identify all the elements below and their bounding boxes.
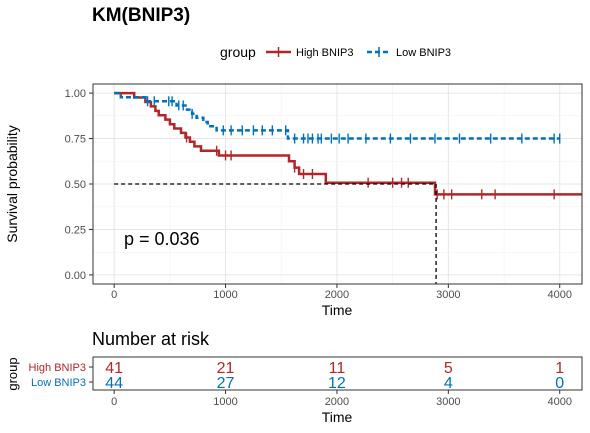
risk-table-cells: 41 21 11 5 1 44 27 12 4 0 [105, 360, 564, 392]
risk-x-axis-label: Time [322, 409, 353, 425]
risk-x-tick-label: 0 [111, 396, 117, 408]
km-plot-panel: 0 1000 2000 3000 4000 0.00 0.25 0.50 0.75 1.00 p… [65, 83, 583, 301]
y-tick-label: 0.75 [65, 134, 86, 146]
risk-row-labels: High BNIP3 Low BNIP3 [29, 362, 93, 389]
risk-x-tick-label: 1000 [213, 396, 237, 408]
y-tick-label: 1.00 [65, 88, 86, 100]
y-tick-label: 0.00 [65, 270, 86, 282]
median-survival-lines [114, 183, 437, 284]
legend-label-low: Low BNIP3 [396, 47, 451, 59]
y-tick-label: 0.25 [65, 224, 86, 236]
risk-cell: 12 [328, 375, 346, 392]
survival-curve-high [114, 91, 582, 196]
legend-label-high: High BNIP3 [296, 47, 353, 59]
y-tick-label: 0.50 [65, 179, 86, 191]
risk-cell: 21 [217, 360, 235, 377]
risk-x-tick-label: 2000 [325, 396, 349, 408]
risk-table-panel: 41 21 11 5 1 44 27 12 4 0 0 1000 2000 3000 4000 High … [29, 356, 583, 408]
risk-cell: 0 [555, 375, 564, 392]
risk-cell: 1 [555, 360, 564, 377]
x-tick-label: 0 [111, 289, 117, 301]
risk-cell: 4 [444, 375, 453, 392]
risk-cell: 27 [217, 375, 235, 392]
km-x-axis-label: Time [322, 302, 353, 318]
km-x-axis-ticks: 0 1000 2000 3000 4000 [111, 284, 572, 301]
x-tick-label: 2000 [325, 289, 349, 301]
km-y-axis-ticks: 0.00 0.25 0.50 0.75 1.00 [65, 88, 93, 282]
legend-title: group [220, 44, 256, 60]
risk-x-tick-label: 3000 [436, 396, 460, 408]
risk-y-axis-label: group [5, 357, 20, 390]
x-tick-label: 1000 [213, 289, 237, 301]
risk-cell: 44 [105, 375, 123, 392]
risk-cell: 11 [329, 360, 346, 377]
risk-row-label: High BNIP3 [29, 362, 86, 374]
km-y-axis-label: Survival probability [4, 125, 20, 243]
p-value-annotation: p = 0.036 [124, 229, 200, 249]
km-series [114, 91, 582, 200]
chart-title: KM(BNIP3) [92, 5, 190, 26]
risk-x-axis-ticks: 0 1000 2000 3000 4000 [111, 390, 572, 408]
x-tick-label: 4000 [547, 289, 571, 301]
risk-x-tick-label: 4000 [547, 396, 571, 408]
legend: group High BNIP3 Low BNIP3 [220, 44, 451, 60]
risk-panel-border [92, 356, 583, 391]
risk-cell: 5 [444, 360, 453, 377]
risk-row-label: Low BNIP3 [31, 377, 86, 389]
x-tick-label: 3000 [436, 289, 460, 301]
risk-cell: 41 [105, 360, 123, 377]
risk-table-title: Number at risk [92, 329, 210, 349]
